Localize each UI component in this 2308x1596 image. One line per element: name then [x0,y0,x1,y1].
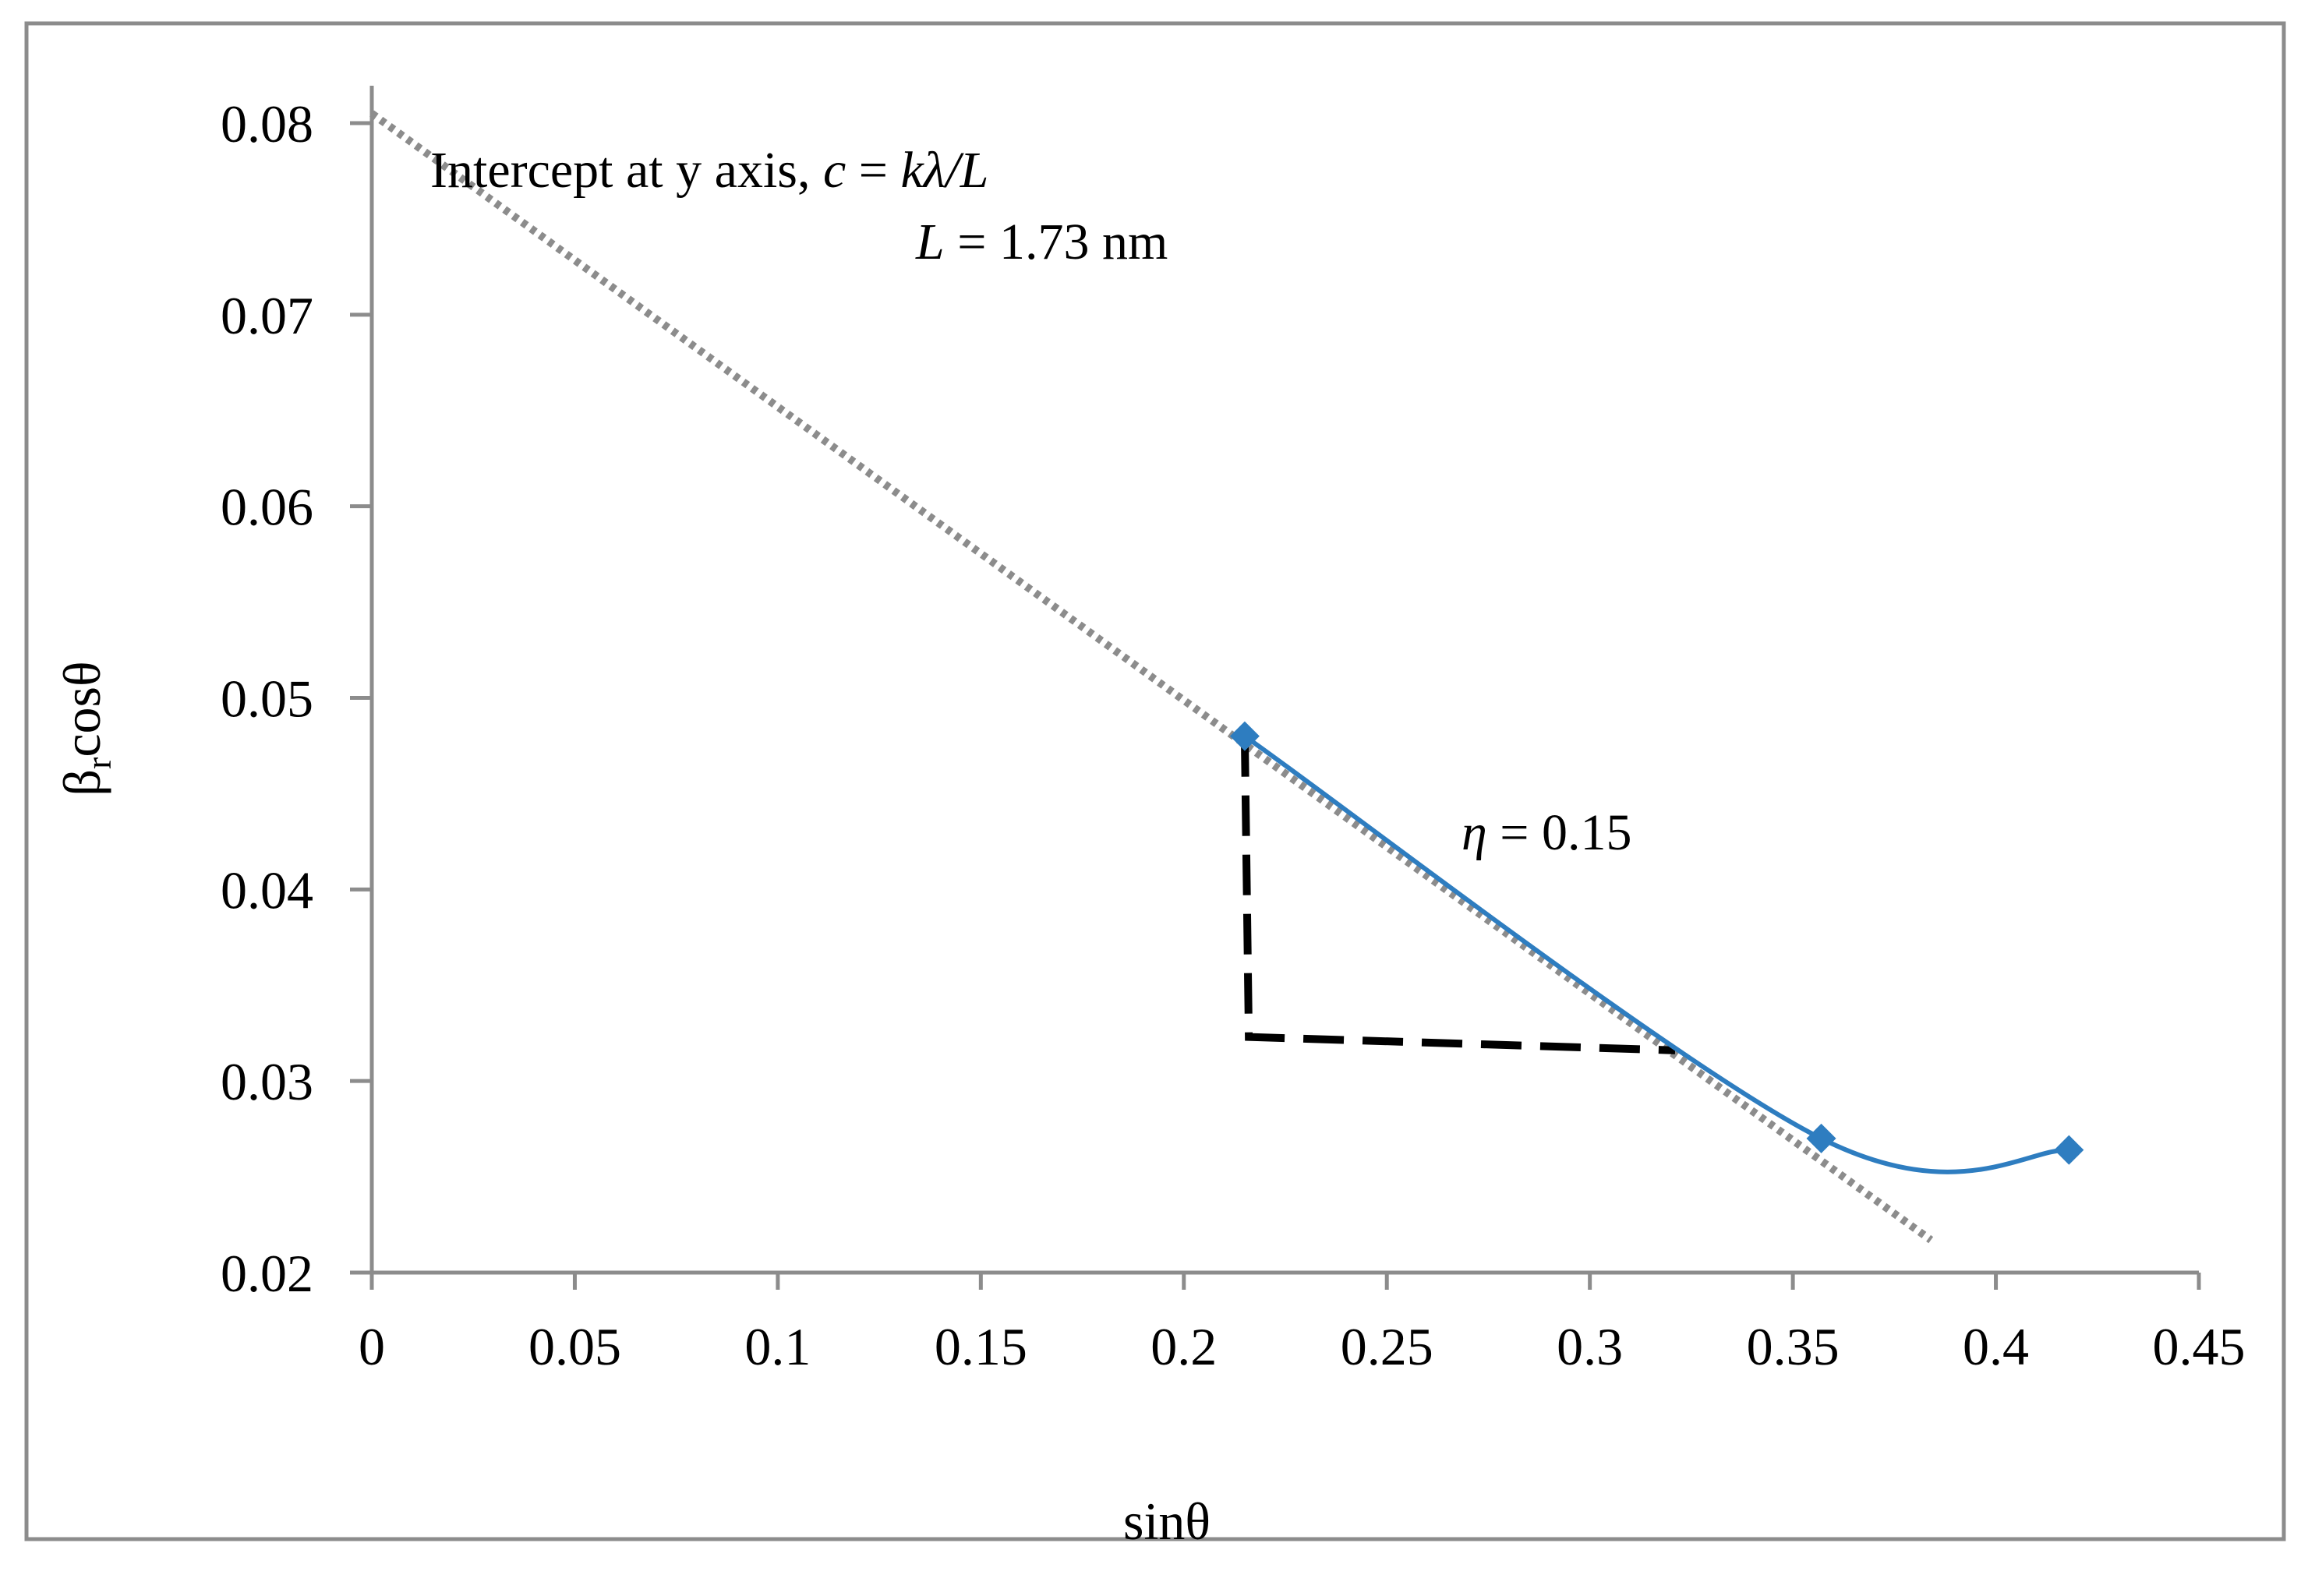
intercept-annotation-line1: Intercept at y axis, c = kλ/L [430,142,988,199]
x-tick-label: 0.35 [1747,1317,1840,1376]
eta-annotation: η = 0.15 [1461,804,1631,861]
y-axis-label-beta: β [52,769,111,796]
chart-frame [24,21,2286,1541]
eta-symbol: η [1461,804,1487,861]
intercept-expr: kλ/L [901,142,989,199]
intercept-var: c [823,142,846,199]
y-tick-label: 0.08 [221,94,313,154]
x-tick-label: 0.2 [1150,1317,1217,1376]
x-axis-ticks: 0 0.05 0.1 0.15 0.2 0.25 0.3 0.35 0.4 0.45 [359,1273,2246,1376]
series-markers [1229,721,2084,1165]
x-tick-label: 0.4 [1963,1317,2029,1376]
length-value: = 1.73 nm [945,214,1168,270]
eta-value: = 0.15 [1487,804,1632,861]
x-tick-label: 0 [359,1317,385,1376]
x-tick-label: 0.1 [744,1317,811,1376]
intercept-eq: = [846,142,900,199]
y-tick-label: 0.02 [221,1244,313,1303]
x-axis-label: sinθ [1123,1492,1211,1551]
trendline [369,110,1934,1244]
x-tick-label: 0.45 [2153,1317,2246,1376]
data-point [2054,1135,2084,1165]
y-tick-label: 0.05 [221,669,313,729]
y-axis-ticks: 0.02 0.03 0.04 0.05 0.06 0.07 0.08 [221,94,372,1303]
y-axis-label: βrcosθ [52,661,118,796]
intercept-annotation-line2: L = 1.73 nm [915,214,1168,270]
y-axis-label-subscript: r [79,757,118,769]
slope-triangle [1240,736,1676,1054]
intercept-prefix: Intercept at y axis, [430,142,823,199]
y-tick-label: 0.03 [221,1052,313,1111]
length-var: L [915,214,945,270]
data-point [1229,721,1260,751]
y-tick-label: 0.04 [221,860,313,920]
axes [369,86,2199,1275]
series-line [1243,734,2069,1174]
data-point [1806,1123,1836,1153]
x-tick-label: 0.05 [528,1317,621,1376]
x-tick-label: 0.25 [1341,1317,1433,1376]
x-tick-label: 0.3 [1557,1317,1623,1376]
y-axis-label-cos: cosθ [52,661,111,757]
y-tick-label: 0.07 [221,286,313,345]
x-tick-label: 0.15 [935,1317,1027,1376]
y-tick-label: 0.06 [221,478,313,537]
